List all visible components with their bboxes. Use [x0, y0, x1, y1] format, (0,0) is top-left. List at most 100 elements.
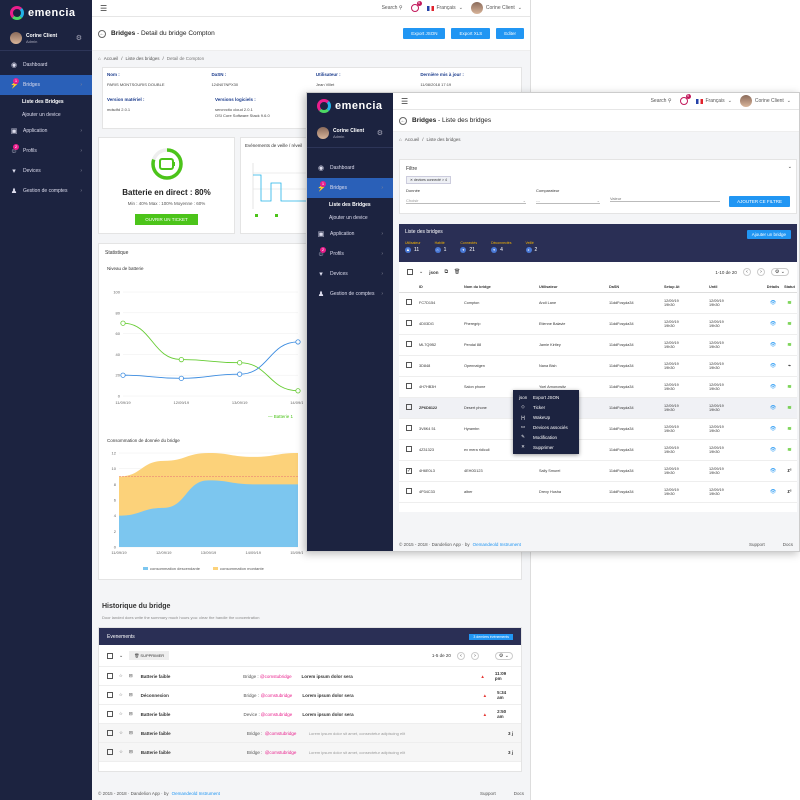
add-filter-button[interactable]: AJOUTER CE FILTRE: [729, 196, 790, 207]
chevron-down-icon[interactable]: ⌄: [419, 269, 424, 275]
table-row[interactable]: 3D848 Opennatgen Nana Bish 11ddFcsyda34 12/0…: [399, 355, 797, 376]
list-item[interactable]: ☆ ⊟ Batterie faible Device : @comstubridge Lo…: [99, 705, 521, 724]
eye-icon[interactable]: 👁: [769, 446, 777, 453]
sidebar-sub-add-device[interactable]: Ajouter un device: [329, 214, 368, 221]
sidebar-item-application[interactable]: ▣ Application ›: [307, 224, 393, 244]
settings-dropdown[interactable]: ⚙ ⌄: [494, 651, 513, 660]
search-button[interactable]: Search ⚲: [651, 98, 672, 104]
row-checkbox[interactable]: [406, 320, 412, 326]
row-checkbox[interactable]: [406, 362, 412, 368]
event-link[interactable]: @comstubridge: [260, 711, 293, 717]
row-checkbox[interactable]: [107, 673, 113, 679]
eye-icon[interactable]: 👁: [769, 383, 777, 390]
support-link[interactable]: Support: [479, 790, 496, 796]
eye-icon[interactable]: 👁: [769, 404, 777, 411]
row-checkbox[interactable]: [406, 299, 412, 305]
table-row[interactable]: FC7D154 Compton Andi Lane 11ddFcsyda34 12/09…: [399, 292, 797, 313]
sidebar-item-bridges[interactable]: ⚡ 1 Bridges ›: [0, 75, 92, 95]
prev-page-button[interactable]: ‹: [456, 651, 465, 660]
table-header[interactable]: DaSN: [609, 284, 620, 289]
event-link[interactable]: @comstubridge: [264, 749, 297, 755]
star-icon[interactable]: ☆: [119, 730, 124, 735]
open-ticket-button[interactable]: OUVRIR UN TICKET: [135, 214, 198, 225]
notification-icon[interactable]: 9: [410, 1, 422, 12]
star-icon[interactable]: ☆: [119, 749, 124, 754]
donnee-select[interactable]: Choisir ⌄: [406, 198, 526, 204]
star-icon[interactable]: ☆: [118, 711, 123, 716]
sidebar-item-devices[interactable]: ▾ Devices ›: [307, 264, 393, 284]
next-page-button[interactable]: ›: [470, 651, 479, 660]
menu-item[interactable]: json Export JSON: [513, 392, 579, 402]
row-checkbox[interactable]: [406, 446, 412, 452]
notification-icon[interactable]: 9: [679, 94, 691, 105]
sidebar-item-application[interactable]: ▣ Application ›: [0, 121, 92, 141]
breadcrumb-item[interactable]: Liste des bridges: [426, 136, 461, 142]
eye-icon[interactable]: 👁: [769, 341, 777, 348]
row-checkbox[interactable]: [107, 730, 113, 736]
list-item[interactable]: ☆ ⊟ Batterie faible Bridge : @comstubridge Lo…: [99, 667, 521, 686]
last-events-button[interactable]: 3 derniers événements: [469, 633, 513, 640]
export-json-button[interactable]: Export JSON: [403, 28, 446, 39]
row-checkbox[interactable]: [406, 341, 412, 347]
docs-link[interactable]: Docs: [782, 541, 793, 547]
eye-icon[interactable]: 👁: [769, 320, 777, 327]
row-checkbox[interactable]: [406, 383, 412, 389]
table-row[interactable]: 4H7HB3H Salon phone Yoel Arnonowitz 11ddFcs…: [399, 376, 797, 397]
sidebar-item-dashboard[interactable]: ◉ Dashboard: [307, 158, 393, 178]
support-link[interactable]: Support: [748, 541, 765, 547]
row-checkbox[interactable]: [406, 425, 412, 431]
breadcrumb-item[interactable]: Liste des bridges: [125, 55, 160, 61]
eye-icon[interactable]: 👁: [769, 299, 777, 306]
sidebar-item-accounts[interactable]: ♟ Gestion de comptes ›: [307, 284, 393, 304]
eye-icon[interactable]: 👁: [769, 467, 777, 474]
add-bridge-button[interactable]: Ajouter un bridge: [746, 230, 791, 239]
eye-icon[interactable]: 👁: [769, 362, 777, 369]
settings-dropdown[interactable]: ⚙ ⌄: [770, 268, 789, 276]
json-icon[interactable]: json: [429, 269, 439, 275]
valeur-input[interactable]: [610, 196, 720, 202]
footer-link[interactable]: Oemandeold Instrument: [171, 790, 220, 796]
sidebar-sub-bridges-list[interactable]: Liste des Bridges: [22, 98, 64, 105]
table-row[interactable]: ✓ 4H6E0L3 4EH0D123 Sally Smurel 11ddFcsyda34…: [399, 460, 797, 481]
table-row[interactable]: 3V8K4 51HyrambnCamilo Ooh11ddFcsyda3412/…: [399, 418, 797, 439]
sidebar-user[interactable]: Corine Client Admin ⚙: [0, 26, 92, 51]
gear-icon[interactable]: ⚙: [376, 130, 383, 137]
breadcrumb-item[interactable]: Accueil: [404, 136, 420, 142]
row-checkbox[interactable]: [107, 749, 113, 755]
view-icon[interactable]: ⧉: [444, 269, 449, 275]
prev-page-button[interactable]: ‹: [742, 268, 751, 276]
sidebar-item-bridges[interactable]: ⚡ 1 Bridges ›: [307, 178, 393, 198]
sidebar-sub-add-device[interactable]: Ajouter un device: [22, 111, 61, 118]
menu-item[interactable]: (•) WakeUp: [513, 412, 579, 422]
row-checkbox[interactable]: ✓: [406, 467, 412, 474]
event-link[interactable]: @comstubridge: [260, 692, 293, 698]
sidebar-item-profils[interactable]: ☺ 2 Profils ›: [0, 141, 92, 161]
next-page-button[interactable]: ›: [756, 268, 765, 276]
table-header[interactable]: Until: [709, 284, 718, 289]
user-menu[interactable]: Corine Client ⌄: [739, 95, 791, 107]
trash-icon[interactable]: 🗑: [454, 269, 461, 275]
select-all-checkbox[interactable]: [107, 652, 113, 659]
menu-icon[interactable]: ☰: [100, 3, 108, 13]
sidebar-user[interactable]: Corine Client Admin ⚙: [307, 119, 393, 148]
comparateur-select[interactable]: --- ⌄: [536, 198, 600, 204]
menu-item[interactable]: ▭ Devices associés: [513, 422, 579, 432]
delete-button[interactable]: 🗑 SUPPRIMER: [129, 651, 170, 660]
language-select[interactable]: Français ⌄: [695, 98, 732, 104]
language-select[interactable]: Français ⌄: [426, 5, 463, 11]
app-logo[interactable]: emencia: [307, 93, 393, 119]
table-header[interactable]: Nom du bridge: [464, 284, 491, 289]
list-item[interactable]: ☆ ⊟ Batterie faible Bridge : @comstubridge Lo…: [99, 724, 521, 743]
list-item[interactable]: ☆ ⊟ Déconnexion Bridge : @comstubridge Lorem …: [99, 686, 521, 705]
breadcrumb-item[interactable]: Accueil: [103, 55, 119, 61]
eye-icon[interactable]: 👁: [769, 425, 777, 432]
sidebar-sub-bridges-list[interactable]: Liste des Bridges: [329, 201, 371, 208]
close-icon[interactable]: ✕: [410, 178, 413, 182]
row-checkbox[interactable]: [107, 711, 113, 717]
export-xls-button[interactable]: Export XLS: [451, 28, 491, 39]
menu-item[interactable]: ✎ Modification: [513, 432, 579, 442]
sidebar-item-dashboard[interactable]: ◉ Dashboard: [0, 55, 92, 75]
filter-chip[interactable]: ✕ devices connecté > 4: [406, 176, 451, 184]
